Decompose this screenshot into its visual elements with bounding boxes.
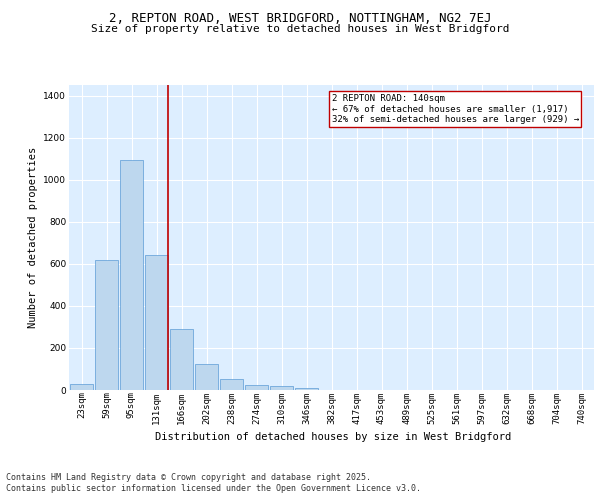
Text: 2 REPTON ROAD: 140sqm
← 67% of detached houses are smaller (1,917)
32% of semi-d: 2 REPTON ROAD: 140sqm ← 67% of detached … <box>331 94 579 124</box>
Bar <box>220 380 244 390</box>
Bar <box>295 388 319 390</box>
Bar <box>245 384 268 390</box>
Bar <box>194 364 218 390</box>
Bar <box>70 384 94 390</box>
Text: Contains HM Land Registry data © Crown copyright and database right 2025.: Contains HM Land Registry data © Crown c… <box>6 472 371 482</box>
Bar <box>145 256 169 390</box>
Text: Size of property relative to detached houses in West Bridgford: Size of property relative to detached ho… <box>91 24 509 34</box>
Bar <box>95 260 118 390</box>
Text: Distribution of detached houses by size in West Bridgford: Distribution of detached houses by size … <box>155 432 511 442</box>
Text: Contains public sector information licensed under the Open Government Licence v3: Contains public sector information licen… <box>6 484 421 493</box>
Bar <box>119 160 143 390</box>
Bar <box>170 329 193 390</box>
Bar <box>269 386 293 390</box>
Y-axis label: Number of detached properties: Number of detached properties <box>28 147 38 328</box>
Text: 2, REPTON ROAD, WEST BRIDGFORD, NOTTINGHAM, NG2 7EJ: 2, REPTON ROAD, WEST BRIDGFORD, NOTTINGH… <box>109 12 491 26</box>
